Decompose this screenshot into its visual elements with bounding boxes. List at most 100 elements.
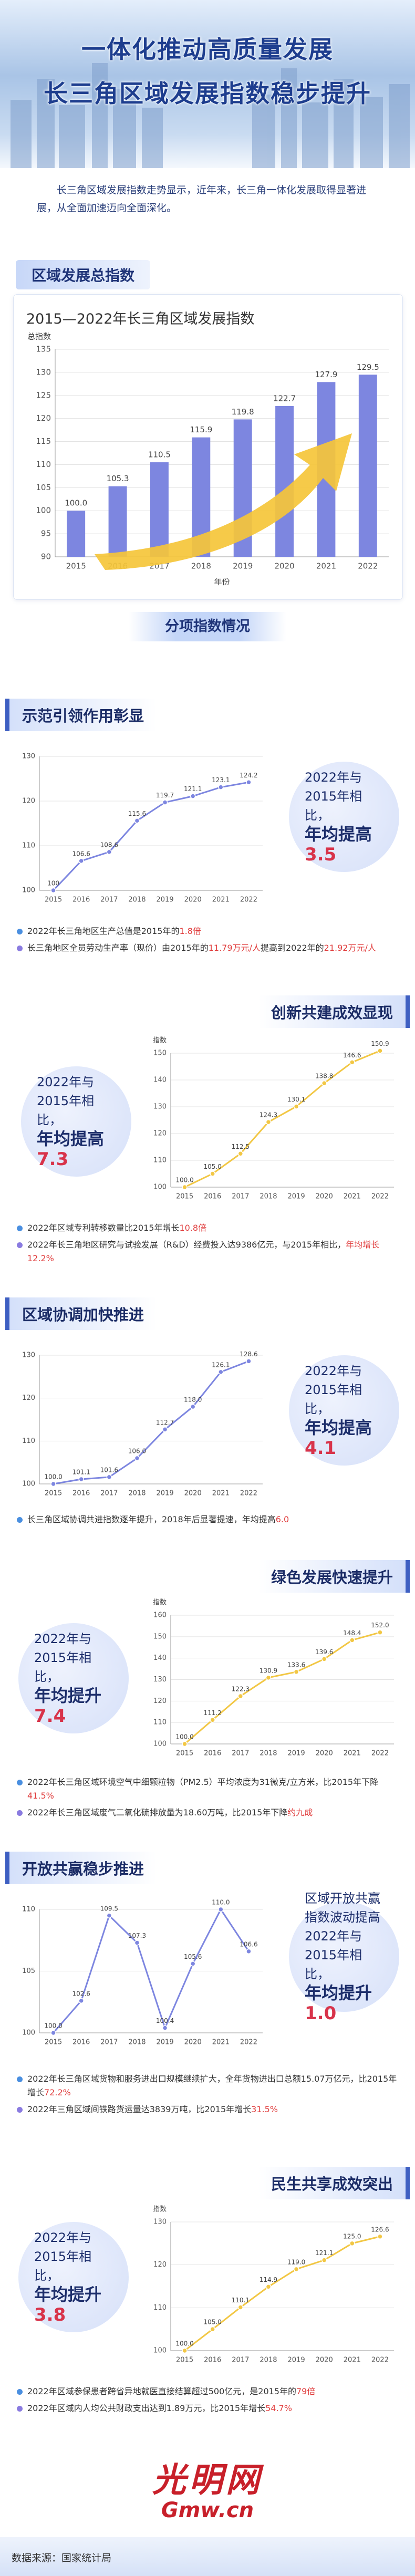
value-label: 112.7: [156, 1419, 174, 1426]
point: [321, 1080, 327, 1086]
point: [190, 1404, 196, 1410]
x-tick-label: 2015: [176, 2356, 193, 2364]
y-tick-label: 110: [153, 2304, 167, 2312]
point: [293, 1104, 299, 1109]
value-label: 112.5: [232, 1143, 250, 1150]
bullet: 2022年长三角区域环境空气中细颗粒物（PM2.5）平均浓度为31微克/立方米，…: [16, 1775, 399, 1803]
callout: 2022年与2015年相比， 年均提高3.5: [289, 762, 399, 872]
value-label: 105.0: [204, 2319, 222, 2326]
y-tick-label: 120: [153, 2261, 167, 2269]
value-label: 100.0: [44, 2022, 62, 2030]
callout-emph: 年均提高: [305, 824, 372, 844]
point: [265, 2284, 272, 2290]
bullet-highlight: 1.8倍: [179, 926, 201, 936]
value-label: 105.6: [184, 1953, 202, 1960]
x-tick-label: 2022: [371, 1750, 389, 1758]
value-label: 152.0: [371, 1622, 389, 1629]
value-label: 133.6: [287, 1661, 305, 1668]
bullet-highlight: 41.5%: [27, 1791, 54, 1801]
x-tick-label: 2015: [45, 896, 62, 904]
point: [78, 858, 84, 864]
point: [377, 2234, 383, 2240]
bullet: 2022年区域内人均公共财政支出达到1.89万元，比2015年增长54.7%: [16, 2402, 399, 2415]
chart-title: 2015—2022年长三角区域发展指数: [26, 311, 255, 327]
point: [321, 1656, 327, 1662]
x-tick-label: 2018: [128, 896, 146, 904]
value-label: 123.1: [212, 776, 230, 784]
callout-highlight: 年均提升1.0: [305, 1983, 383, 2024]
point: [134, 818, 140, 824]
value-label: 110.5: [148, 450, 171, 460]
bullet-highlight: 54.7%: [265, 2403, 292, 2413]
section-heading: 民生共享成效突出: [258, 2167, 410, 2199]
x-axis-label: 年份: [214, 577, 230, 587]
value-label: 100.0: [175, 1177, 193, 1184]
value-label: 122.7: [273, 393, 296, 403]
value-label: 129.5: [357, 362, 379, 372]
x-tick-label: 2019: [233, 562, 253, 571]
bullet: 长三角区域协调共进指数逐年提升，2018年后显著提速，年均提高6.0: [16, 1513, 399, 1526]
point: [377, 1629, 383, 1635]
value-label: 100.0: [175, 2340, 193, 2348]
section-tab: 区域发展总指数: [16, 260, 151, 289]
line: [53, 1908, 250, 2033]
callout-number: 7.3: [37, 1149, 69, 1170]
point: [246, 780, 252, 785]
y-tick-label: 120: [22, 1394, 35, 1402]
point: [377, 1048, 383, 1054]
x-tick-label: 2015: [176, 1750, 193, 1758]
bullet-highlight: 21.92万元/人: [324, 943, 376, 953]
value-label: 119.8: [232, 407, 254, 417]
callout-number: 1.0: [305, 2003, 337, 2024]
chart: 100 110 120 130 140 150 160 指数 2015 2016 2017 2018 2…: [153, 1599, 394, 1758]
section-heading: 绿色发展快速提升: [258, 1560, 410, 1593]
callout-emph: 年均提高: [305, 1418, 372, 1438]
callout-highlight: 年均提高3.5: [305, 825, 383, 866]
source: 数据来源：国家统计局: [12, 2552, 112, 2564]
value-label: 124.2: [240, 772, 257, 779]
bullet: 2022年区域参保患者跨省异地就医直接结算超过500亿元，是2015年的79倍: [16, 2385, 399, 2398]
bullet: 2022年长三角区域货物和服务进出口规模继续扩大，全年货物进出口总额15.07万…: [16, 2072, 399, 2100]
bullet-highlight: 79倍: [296, 2386, 316, 2396]
x-tick-label: 2021: [212, 1490, 230, 1498]
bullet-text: 2022年区域内人均公共财政支出达到1.89万元，比2015年增长: [27, 2403, 266, 2413]
bullet-highlight: 72.2%: [44, 2087, 71, 2097]
point: [237, 2304, 244, 2310]
bullet-text: 长三角区域协调共进指数逐年提升，2018年后显著提速，年均提高: [27, 1514, 276, 1524]
point: [210, 1717, 215, 1723]
y-axis-label: 指数: [153, 1037, 167, 1045]
y-tick-label: 130: [153, 1103, 167, 1111]
logo-sub: Gmw.cn: [161, 2498, 254, 2522]
arrow-decoration: [95, 433, 352, 570]
y-tick-label: 140: [153, 1654, 167, 1662]
point: [162, 2025, 168, 2031]
x-tick-label: 2017: [232, 2356, 249, 2364]
point: [106, 849, 112, 855]
point: [349, 1637, 355, 1643]
point: [134, 1455, 140, 1461]
bullet-highlight: 10.8倍: [179, 1223, 207, 1233]
y-tick-label: 100: [153, 2347, 167, 2355]
value-label: 121.1: [315, 2249, 333, 2257]
x-tick-label: 2015: [66, 562, 86, 571]
line: [53, 781, 249, 891]
chart: 100 105 110 2015 2016 2017 2018 2019 2020 2021 202…: [22, 1899, 263, 2047]
bullet: 2022年区域专利转移数量比2015年增长10.8倍: [16, 1221, 399, 1235]
value-label: 130.1: [287, 1096, 305, 1103]
point: [265, 1119, 272, 1125]
line: [53, 1360, 249, 1485]
value-label: 106.6: [72, 850, 90, 857]
x-tick-label: 2018: [260, 1193, 277, 1201]
banner: 分项指数情况: [129, 612, 286, 641]
section-heading: 创新共建成效显现: [258, 995, 410, 1028]
callout-highlight: 年均提高4.1: [305, 1418, 383, 1459]
y-tick-label: 100: [22, 2029, 35, 2037]
bullet-list: 2022年区域参保患者跨省异地就医直接结算超过500亿元，是2015年的79倍 2…: [16, 2385, 399, 2418]
x-tick-label: 2022: [240, 1490, 257, 1498]
x-tick-label: 2020: [316, 1750, 333, 1758]
value-label: 126.6: [371, 2226, 389, 2233]
x-tick-label: 2020: [184, 896, 202, 904]
y-tick-label: 130: [36, 367, 51, 377]
y-tick-label: 100: [22, 887, 35, 895]
